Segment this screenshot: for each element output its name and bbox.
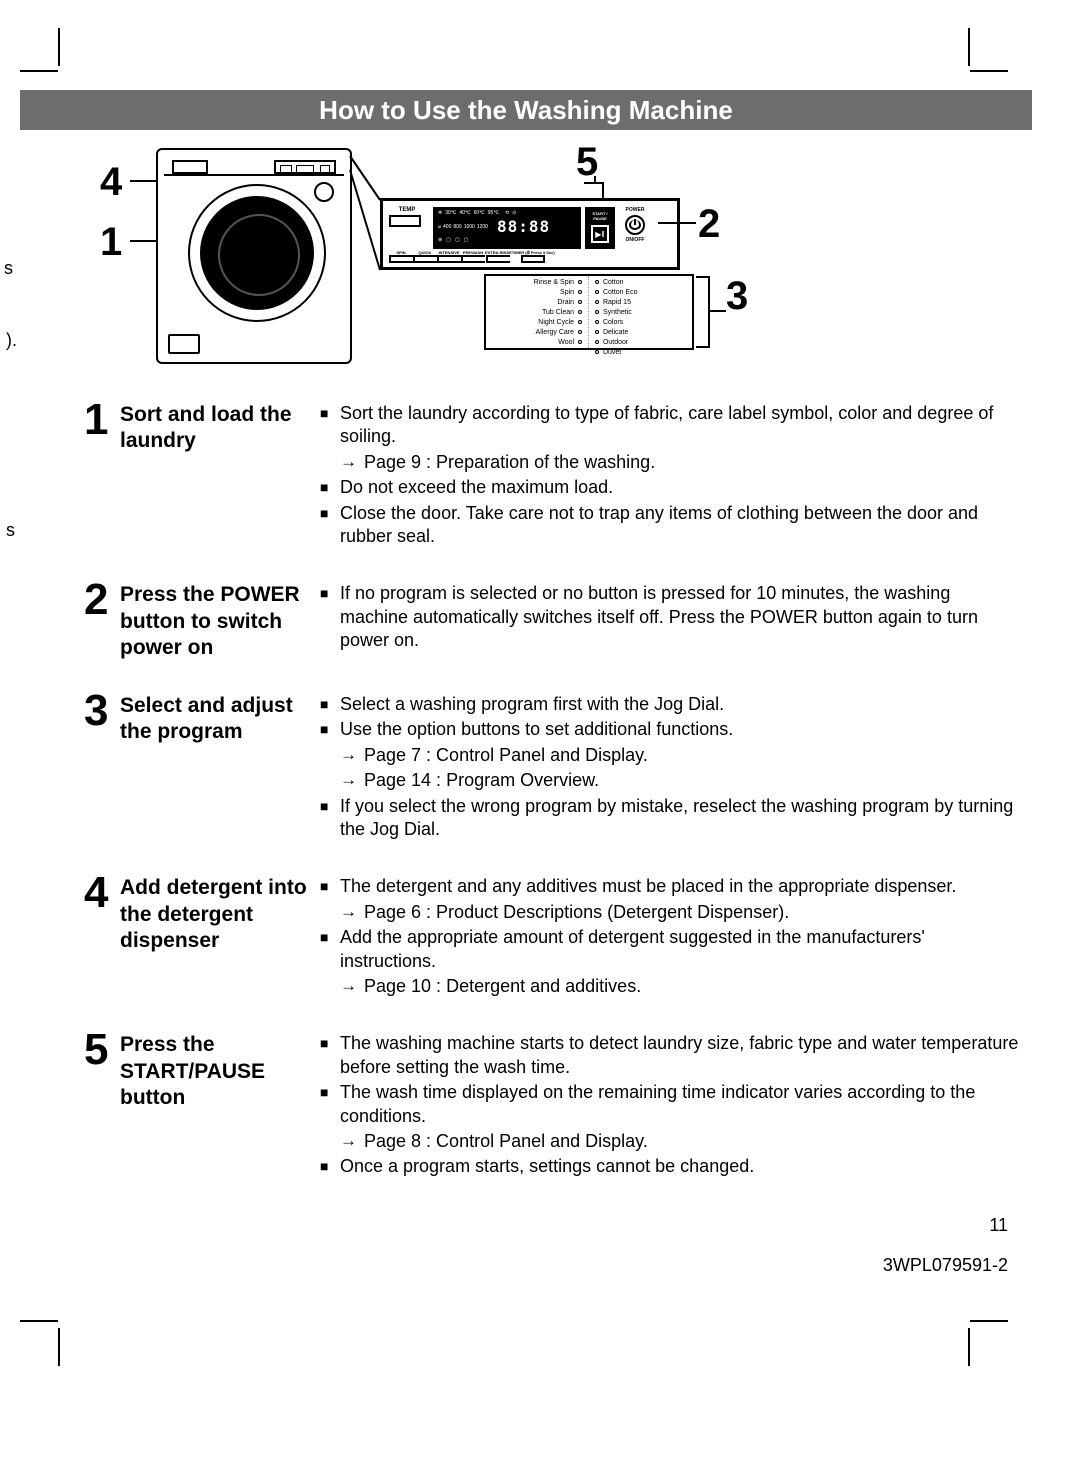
step-bullet: Page 10 : Detergent and additives. xyxy=(340,975,1020,998)
step-title: Sort and load the laundry xyxy=(120,398,320,455)
program-item: Rapid 15 xyxy=(593,298,688,308)
page-edge-fragment: ). xyxy=(6,330,17,351)
display-icon: ❄30℃40℃60℃95℃⟲⊙ ⌀40080010001200 88:88 ⊕▢… xyxy=(433,207,581,249)
step-bullet: Add the appropriate amount of detergent … xyxy=(320,926,1020,973)
step-body: If no program is selected or no button i… xyxy=(320,578,1020,654)
program-item: Delicate xyxy=(593,328,688,338)
program-item: Night Cycle xyxy=(490,318,584,328)
crop-mark xyxy=(20,1320,58,1322)
step-bullet: Close the door. Take care not to trap an… xyxy=(320,502,1020,549)
crop-mark xyxy=(58,1328,60,1366)
control-panel-zoom: TEMP ❄30℃40℃60℃95℃⟲⊙ ⌀40080010001200 88:… xyxy=(380,198,680,270)
crop-mark xyxy=(970,1320,1008,1322)
crop-mark xyxy=(968,1328,970,1366)
callout-line xyxy=(658,222,696,224)
washer-diagram: 4 1 xyxy=(90,140,910,380)
step-5: 5 Press the START/PAUSE button The washi… xyxy=(84,1028,1020,1180)
step-2: 2 Press the POWER button to switch power… xyxy=(84,578,1020,661)
option-button: INTENSIVE xyxy=(437,250,461,263)
step-number: 3 xyxy=(84,689,120,733)
step-bullet: Page 7 : Control Panel and Display. xyxy=(340,744,1020,767)
step-bullet: The detergent and any additives must be … xyxy=(320,875,1020,898)
document-id: 3WPL079591-2 xyxy=(883,1255,1008,1276)
callout-bracket xyxy=(584,182,604,198)
crop-mark xyxy=(968,28,970,66)
step-bullet: The wash time displayed on the remaining… xyxy=(320,1081,1020,1128)
step-body: Sort the laundry according to type of fa… xyxy=(320,398,1020,550)
step-bullet: Page 8 : Control Panel and Display. xyxy=(340,1130,1020,1153)
step-bullet: Page 9 : Preparation of the washing. xyxy=(340,451,1020,474)
page-number: 11 xyxy=(989,1215,1008,1236)
program-item: Spin xyxy=(490,288,584,298)
step-bullet: Do not exceed the maximum load. xyxy=(320,476,1020,499)
zoom-lines-icon xyxy=(290,150,390,280)
step-3: 3 Select and adjust the program Select a… xyxy=(84,689,1020,843)
detergent-drawer-icon xyxy=(172,160,208,174)
step-bullet: Page 6 : Product Descriptions (Detergent… xyxy=(340,901,1020,924)
step-bullet: The washing machine starts to detect lau… xyxy=(320,1032,1020,1079)
program-item: Wool xyxy=(490,338,584,348)
temp-button-icon: TEMP xyxy=(389,207,425,235)
program-item: Duvet xyxy=(593,348,688,358)
program-item: Drain xyxy=(490,298,584,308)
option-button: PREWASH xyxy=(461,250,485,263)
page-title: How to Use the Washing Machine xyxy=(20,90,1032,130)
step-bullet: Select a washing program first with the … xyxy=(320,693,1020,716)
step-bullet: If you select the wrong program by mista… xyxy=(320,795,1020,842)
step-1: 1 Sort and load the laundry Sort the lau… xyxy=(84,398,1020,550)
program-item: Cotton Eco xyxy=(593,288,688,298)
callout-line xyxy=(710,310,726,312)
option-button: EXTRA RINSE xyxy=(485,250,512,263)
callout-4: 4 xyxy=(100,160,122,205)
crop-mark xyxy=(20,70,58,72)
program-list-icon: Rinse & Spin Spin Drain Tub Clean Night … xyxy=(484,274,694,350)
step-body: The washing machine starts to detect lau… xyxy=(320,1028,1020,1180)
program-item: Rinse & Spin xyxy=(490,278,584,288)
step-number: 2 xyxy=(84,578,120,622)
option-button: TIMER (⏱ Press 3 Sec) xyxy=(512,250,555,263)
program-item: Outdoor xyxy=(593,338,688,348)
step-title: Press the POWER button to switch power o… xyxy=(120,578,320,661)
step-title: Add detergent into the detergent dispens… xyxy=(120,871,320,954)
step-bullet: Sort the laundry according to type of fa… xyxy=(320,402,1020,449)
callout-1: 1 xyxy=(100,220,122,265)
program-item: Synthetic xyxy=(593,308,688,318)
step-bullet: Once a program starts, settings cannot b… xyxy=(320,1155,1020,1178)
step-bullet: Use the option buttons to set additional… xyxy=(320,718,1020,741)
crop-mark xyxy=(58,28,60,66)
step-number: 1 xyxy=(84,398,120,442)
option-button: SPIN xyxy=(389,250,413,263)
program-item: Colors xyxy=(593,318,688,328)
program-item: Allergy Care xyxy=(490,328,584,338)
page-edge-fragment: s xyxy=(4,258,13,279)
step-number: 4 xyxy=(84,871,120,915)
option-button-row: SPIN QUICK INTENSIVE PREWASH EXTRA RINSE… xyxy=(389,250,555,263)
start-pause-button-icon: START / PAUSE ▶‖ xyxy=(585,207,615,249)
step-title: Press the START/PAUSE button xyxy=(120,1028,320,1111)
step-4: 4 Add detergent into the detergent dispe… xyxy=(84,871,1020,1000)
program-item: Cotton xyxy=(593,278,688,288)
step-number: 5 xyxy=(84,1028,120,1072)
callout-bracket xyxy=(696,276,710,348)
filter-door-icon xyxy=(168,334,200,354)
crop-mark xyxy=(970,70,1008,72)
steps-list: 1 Sort and load the laundry Sort the lau… xyxy=(84,398,1020,1209)
option-button: QUICK xyxy=(413,250,437,263)
step-title: Select and adjust the program xyxy=(120,689,320,746)
callout-2: 2 xyxy=(698,202,720,247)
step-body: Select a washing program first with the … xyxy=(320,689,1020,843)
step-body: The detergent and any additives must be … xyxy=(320,871,1020,1000)
callout-line xyxy=(130,180,158,182)
step-bullet: Page 14 : Program Overview. xyxy=(340,769,1020,792)
program-item: Tub Clean xyxy=(490,308,584,318)
callout-line xyxy=(594,176,596,184)
page-edge-fragment: s xyxy=(6,520,15,541)
step-bullet: If no program is selected or no button i… xyxy=(320,582,1020,652)
power-button-icon: POWER ON/OFF xyxy=(621,207,649,249)
callout-3: 3 xyxy=(726,274,748,319)
